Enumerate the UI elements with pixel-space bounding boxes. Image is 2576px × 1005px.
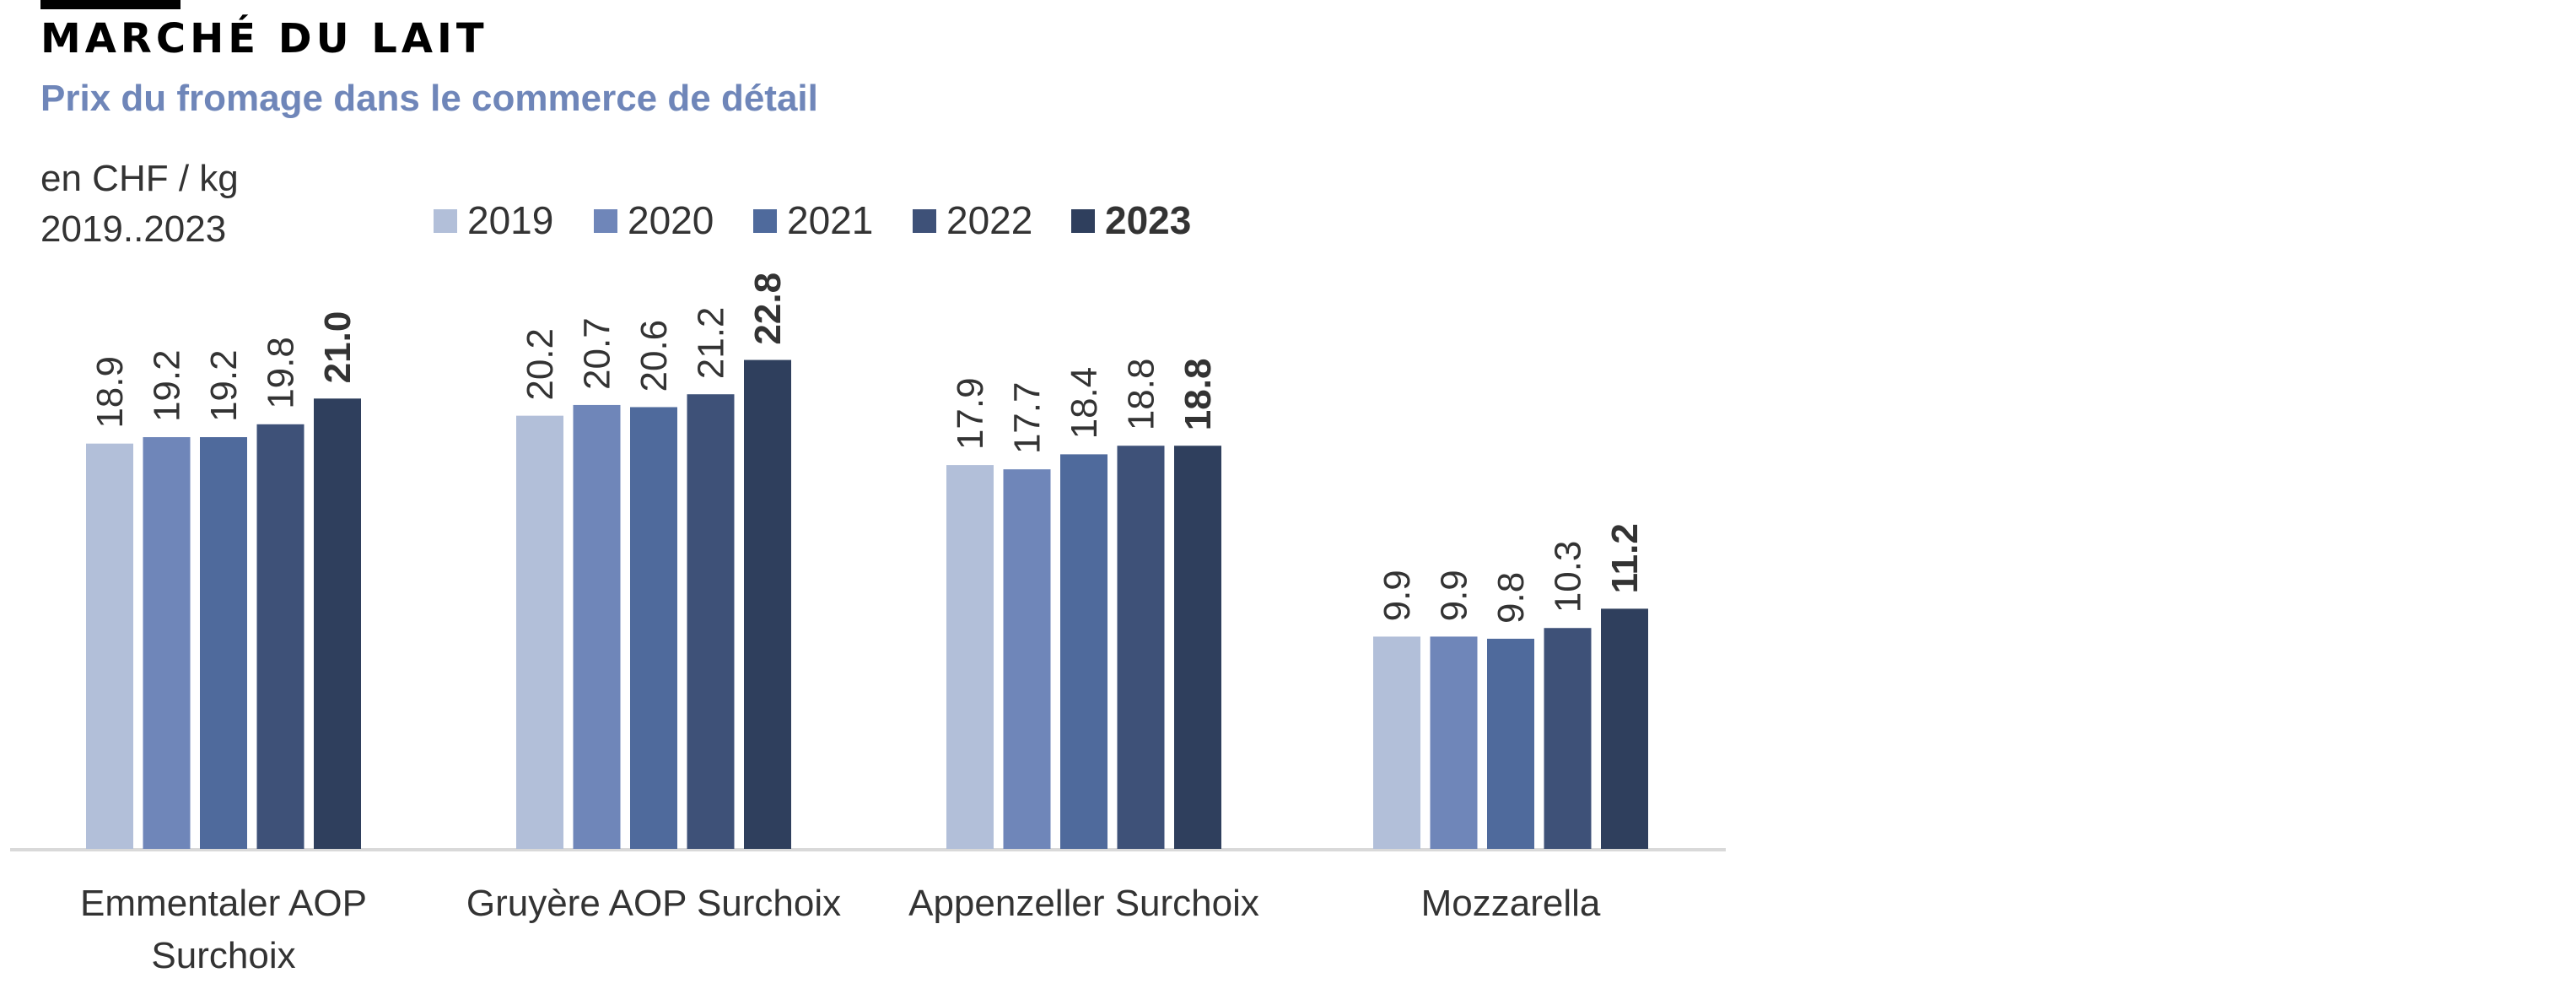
unit-label-line2: 2019..2023 [40,208,227,250]
data-label-2023-1: 21.0 [317,311,358,384]
legend-label-2022: 2022 [946,198,1032,242]
unit-label: en CHF / kg 2019..2023 [40,154,239,255]
legend-swatch-2023 [1071,209,1095,233]
data-label-2020-4: 9.9 [1434,570,1475,621]
bar-2021-3 [1060,454,1107,849]
category-label-4: Mozzarella [1421,883,1601,924]
bar-2020-3 [1003,469,1051,849]
bar-2019-3 [946,465,994,849]
data-label-2023-2: 22.8 [747,273,789,345]
page-subtitle: Prix du fromage dans le commerce de déta… [40,78,818,119]
legend-label-2019: 2019 [467,198,553,242]
bar-2020-2 [573,404,621,850]
data-label-2019-4: 9.9 [1377,570,1418,621]
bar-2019-4 [1373,636,1420,849]
legend-label-2023: 2023 [1105,198,1191,242]
data-label-2021-4: 9.8 [1490,572,1532,624]
category-label-2: Gruyère AOP Surchoix [466,883,841,924]
data-label-2021-2: 20.6 [633,320,675,392]
category-label-3: Appenzeller Surchoix [908,883,1259,924]
data-label-2023-3: 18.8 [1178,359,1219,431]
bar-2020-1 [143,437,191,849]
bar-2023-3 [1174,446,1221,849]
data-label-2020-1: 19.2 [147,349,188,422]
bar-2023-2 [744,359,791,850]
unit-label-line1: en CHF / kg [40,158,239,199]
data-label-2023-4: 11.2 [1604,523,1646,593]
legend-label-2021: 2021 [787,198,873,242]
data-label-2021-1: 19.2 [203,349,245,422]
legend-swatch-2022 [913,209,936,233]
data-label-2019-3: 17.9 [950,377,991,450]
data-label-2021-3: 18.4 [1064,367,1105,440]
data-label-2019-1: 18.9 [89,356,131,429]
bar-2021-2 [630,407,677,849]
category-label-1-line2: Surchoix [151,935,295,976]
legend-label-2020: 2020 [628,198,714,242]
category-label-1-line1: Emmentaler AOP [80,883,367,924]
data-label-2022-1: 19.8 [261,337,302,409]
data-label-2020-3: 17.7 [1007,382,1048,455]
bar-2023-4 [1601,608,1648,849]
bar-2020-4 [1430,636,1478,849]
data-label-2020-2: 20.7 [577,317,618,390]
bar-2019-1 [86,443,133,849]
bar-2022-3 [1117,446,1165,849]
bar-2022-1 [256,424,304,849]
data-label-2022-4: 10.3 [1548,541,1589,613]
bar-2022-2 [687,394,735,849]
legend-swatch-2020 [594,209,617,233]
bar-2022-4 [1544,628,1592,849]
legend-swatch-2021 [753,209,777,233]
bar-2023-1 [314,398,361,849]
title-accent-bar [40,0,181,9]
data-label-2022-3: 18.8 [1121,359,1162,431]
bar-2019-2 [516,415,563,849]
data-label-2022-2: 21.2 [691,307,732,380]
legend-swatch-2019 [434,209,457,233]
bar-2021-1 [200,437,247,849]
data-label-2019-2: 20.2 [520,328,561,401]
page-title: MARCHÉ DU LAIT [40,15,488,62]
bar-2021-4 [1487,638,1534,849]
